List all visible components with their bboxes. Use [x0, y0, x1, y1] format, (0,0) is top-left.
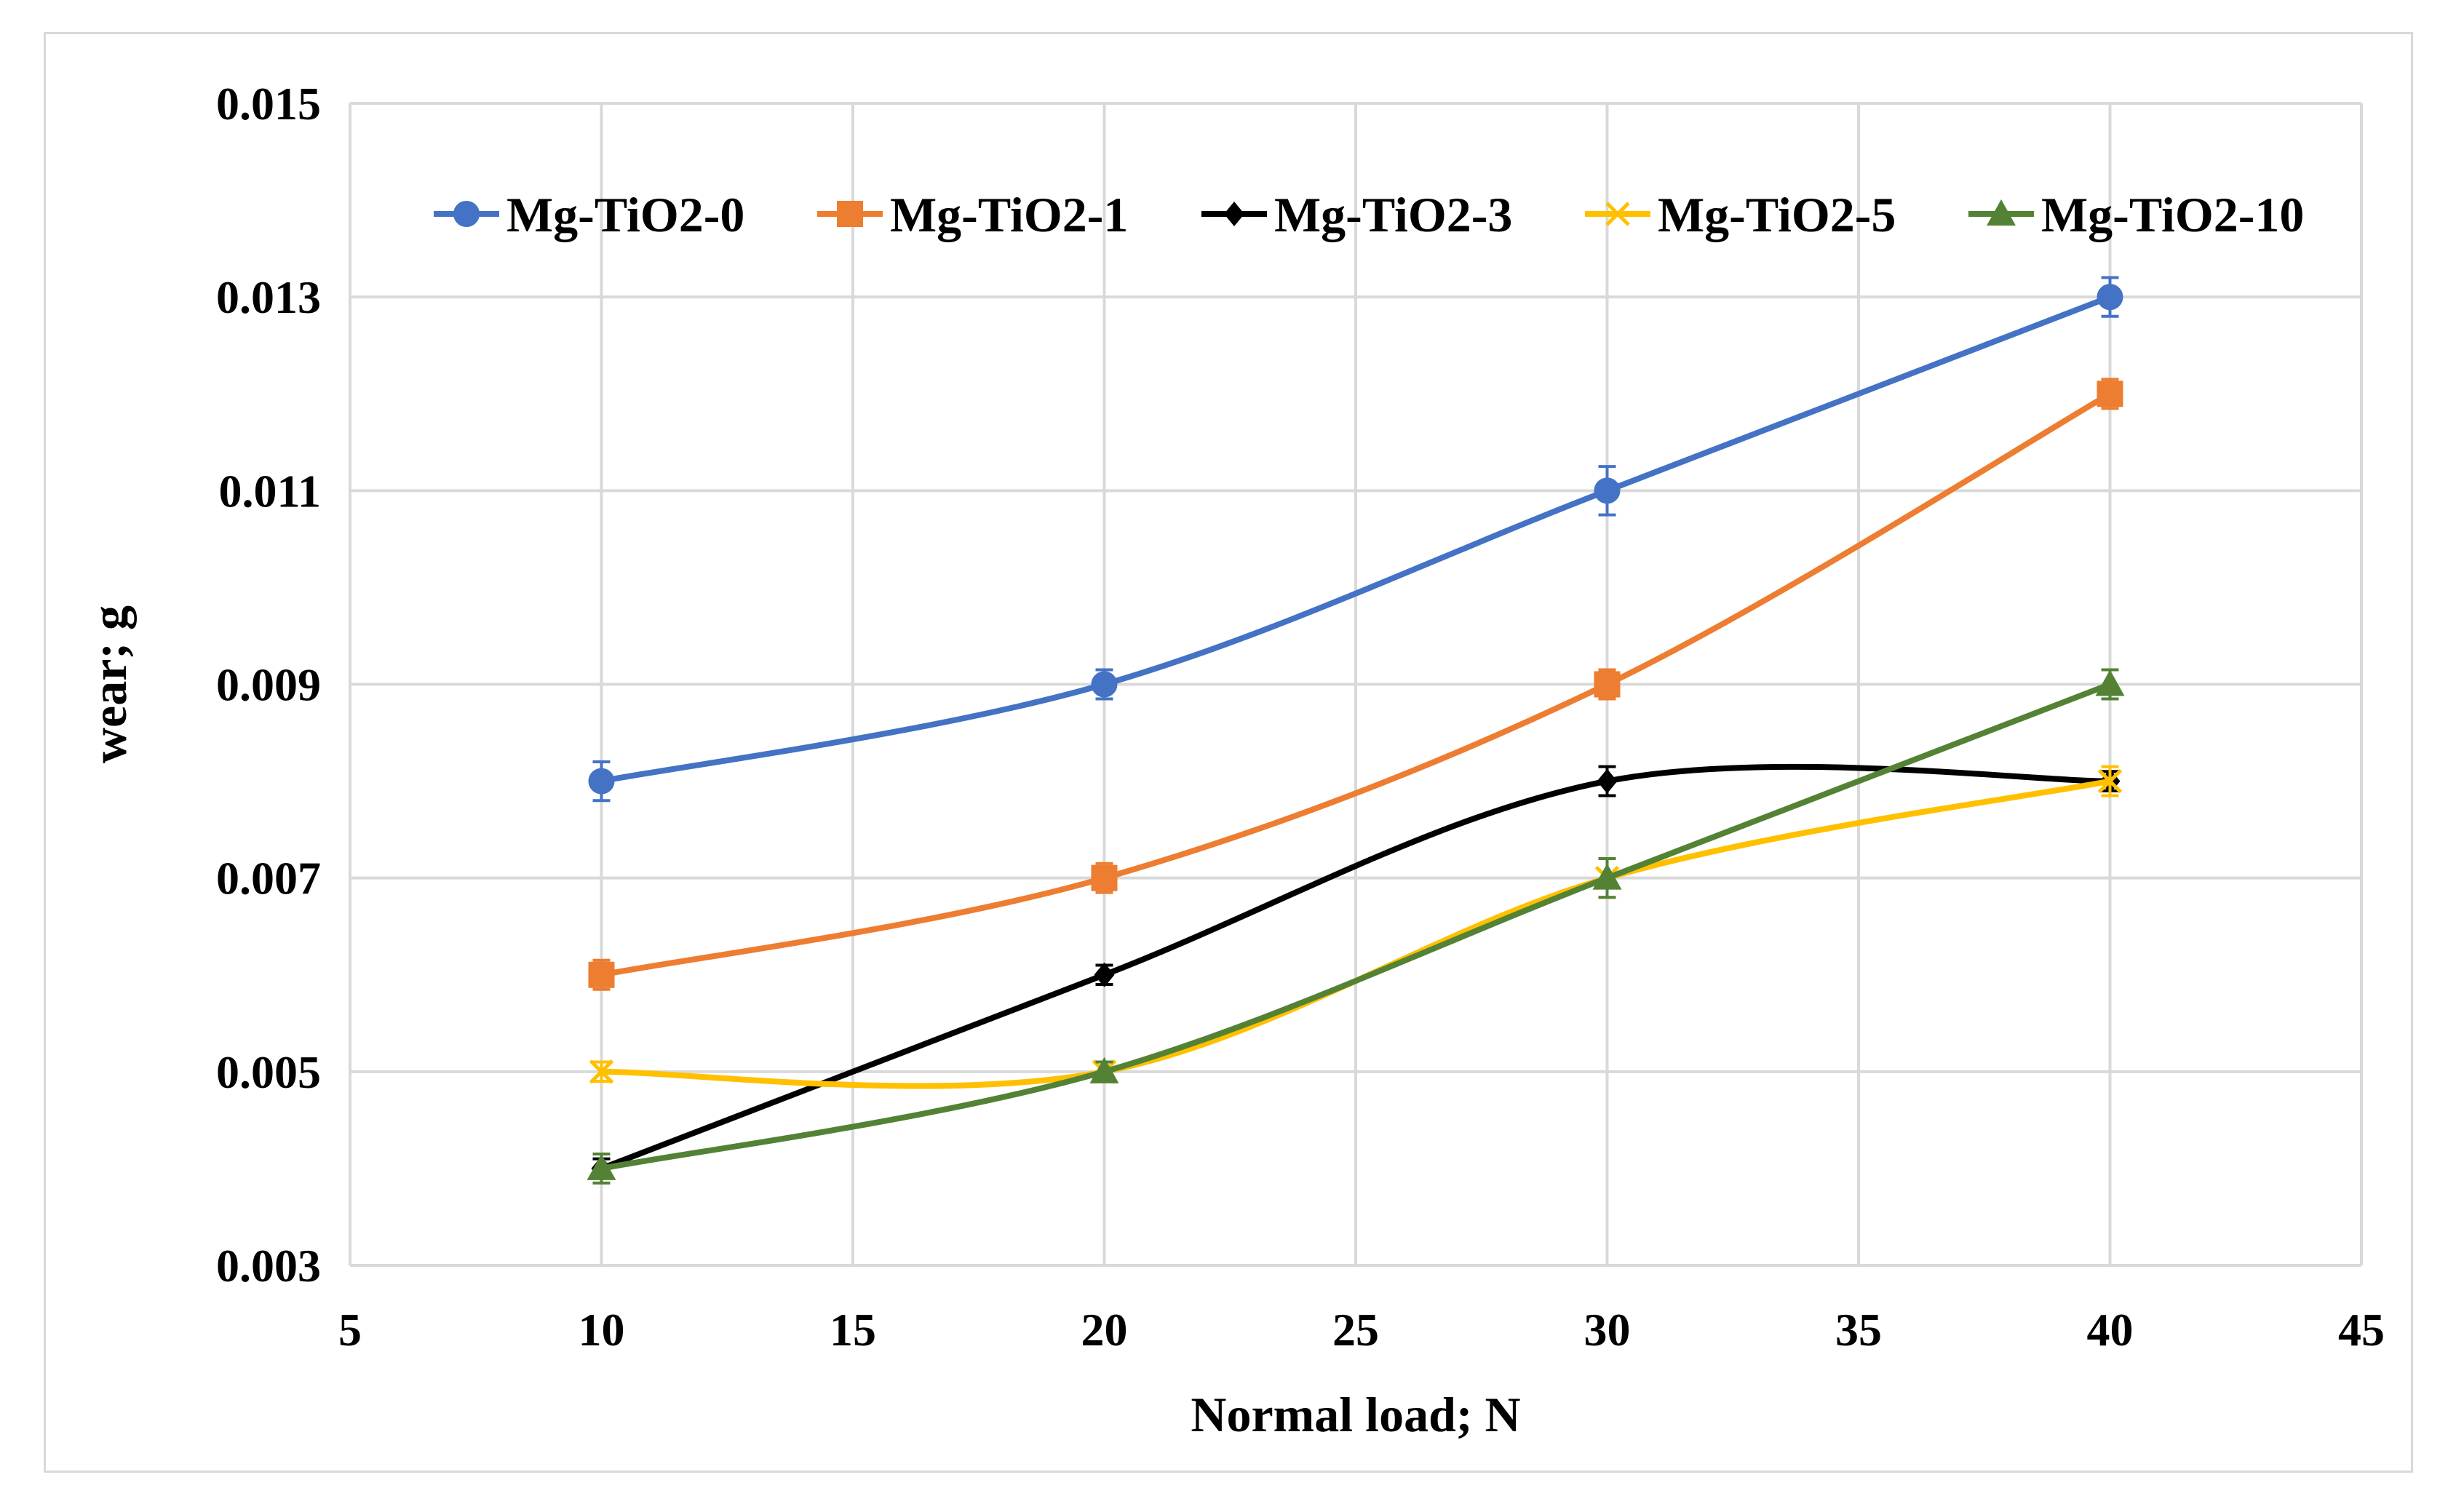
legend-item[interactable]: Mg-TiO2-5	[1585, 187, 1896, 242]
legend-marker	[1224, 202, 1244, 226]
y-tick-label: 0.011	[219, 465, 321, 517]
axes: Normal load; N wear; g 5 10 15 20 25 30 35 40 45…	[82, 78, 2385, 1442]
series-mg-tio2-0	[588, 276, 2123, 803]
data-point	[2097, 381, 2123, 407]
legend-label: Mg-TiO2-1	[890, 187, 1128, 242]
data-point	[588, 961, 615, 988]
y-tick-label: 0.003	[216, 1240, 321, 1292]
data-point	[2095, 669, 2125, 696]
series-line	[598, 681, 2113, 1171]
legend-label: Mg-TiO2-5	[1658, 187, 1896, 242]
data-point	[589, 1059, 614, 1084]
data-point	[1091, 671, 1118, 698]
legend-marker	[837, 201, 863, 227]
x-tick-label: 15	[830, 1304, 876, 1356]
data-point	[1594, 671, 1621, 698]
y-tick-label: 0.007	[216, 853, 321, 904]
legend-marker	[1605, 202, 1630, 226]
legend-item[interactable]: Mg-TiO2-1	[817, 187, 1128, 242]
data-point	[1094, 962, 1115, 987]
x-tick-label: 45	[2338, 1304, 2385, 1356]
data-point	[1089, 1057, 1119, 1083]
x-tick-label: 10	[579, 1304, 625, 1356]
data-point	[587, 1153, 616, 1180]
series-line	[598, 294, 2113, 784]
x-tick-label: 20	[1081, 1304, 1128, 1356]
legend-item[interactable]: Mg-TiO2-10	[1968, 187, 2304, 242]
y-tick-label: 0.005	[216, 1046, 321, 1098]
data-point	[1594, 477, 1621, 504]
x-tick-label: 30	[1584, 1304, 1631, 1356]
data-point	[2097, 768, 2123, 794]
data-point	[588, 768, 615, 795]
series-mg-tio2-10	[587, 668, 2125, 1185]
data-point	[2097, 284, 2123, 311]
data-point	[1597, 768, 1618, 794]
legend-marker	[453, 201, 480, 227]
x-tick-label: 5	[338, 1304, 362, 1356]
data-point	[1592, 863, 1622, 890]
legend-label: Mg-TiO2-3	[1274, 187, 1512, 242]
x-axis-title: Normal load; N	[1191, 1387, 1520, 1442]
data-point-stroke	[589, 1059, 614, 1084]
series-line	[598, 391, 2113, 978]
y-tick-label: 0.013	[216, 271, 321, 323]
legend-label: Mg-TiO2-0	[506, 187, 744, 242]
legend-item[interactable]: Mg-TiO2-3	[1201, 187, 1512, 242]
legend[interactable]: Mg-TiO2-0 Mg-TiO2-1 Mg-TiO2-3 Mg-TiO2-5 Mg-T…	[434, 187, 2304, 242]
x-tick-label: 25	[1332, 1304, 1379, 1356]
series-mg-tio2-1	[588, 378, 2123, 991]
legend-label: Mg-TiO2-10	[2041, 187, 2304, 242]
y-tick-label: 0.015	[216, 78, 321, 130]
legend-marker	[1987, 199, 2016, 226]
y-axis-title: wear; g	[82, 605, 137, 763]
legend-item[interactable]: Mg-TiO2-0	[434, 187, 744, 242]
chart-frame: Normal load; N wear; g 5 10 15 20 25 30 35 40 45…	[44, 32, 2413, 1473]
legend-marker-stroke	[1605, 202, 1630, 226]
y-tick-label: 0.009	[216, 659, 321, 711]
x-tick-label: 35	[1835, 1304, 1882, 1356]
gridlines	[349, 102, 2363, 1267]
data-point	[1091, 864, 1118, 891]
wear-vs-load-chart: Normal load; N wear; g 5 10 15 20 25 30 35 40 45…	[82, 78, 2385, 1442]
x-tick-label: 40	[2087, 1304, 2134, 1356]
data-series	[587, 276, 2125, 1185]
data-point-stroke	[2097, 768, 2123, 794]
